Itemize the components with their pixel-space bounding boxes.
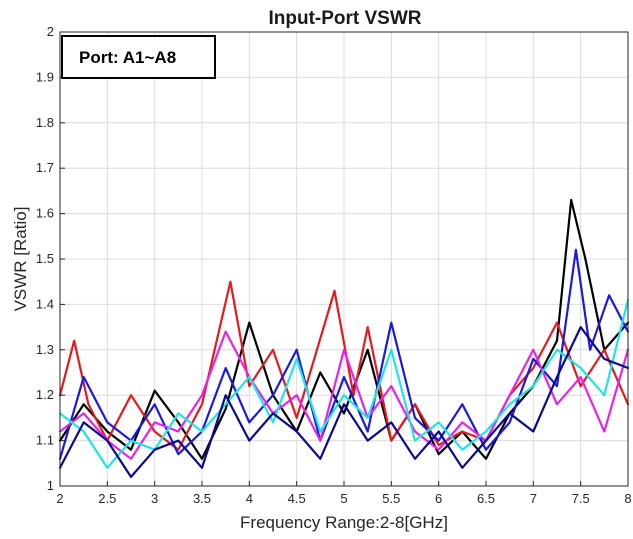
- series-layer: [58, 198, 630, 478]
- y-tick-label: 1.2: [36, 387, 54, 402]
- x-tick-label: 5: [340, 491, 347, 506]
- x-tick-label: 4.5: [288, 491, 306, 506]
- y-tick-label: 1.1: [36, 433, 54, 448]
- x-tick-label: 6: [435, 491, 442, 506]
- x-tick-label: 2.5: [98, 491, 116, 506]
- y-tick-label: 1.5: [36, 251, 54, 266]
- x-tick-label: 5.5: [382, 491, 400, 506]
- x-axis: 2 2.5 3 3.5 4 4.5 5 5.5 6 6.5 7 7.5 8: [56, 481, 632, 506]
- x-tick-label: 6.5: [477, 491, 495, 506]
- y-tick-label: 1.9: [36, 69, 54, 84]
- x-tick-label: 4: [246, 491, 253, 506]
- legend-box: Port: A1~A8: [61, 35, 216, 79]
- series-line-6: [58, 326, 630, 478]
- x-tick-label: 7.5: [572, 491, 590, 506]
- y-tick-label: 1.6: [36, 206, 54, 221]
- x-tick-label: 2: [56, 491, 63, 506]
- y-tick-label: 1.4: [36, 296, 54, 311]
- x-tick-label: 3.5: [193, 491, 211, 506]
- y-tick-label: 1: [47, 478, 54, 493]
- legend-label: Port: A1~A8: [79, 48, 176, 67]
- chart-title: Input-Port VSWR: [268, 8, 421, 29]
- y-tick-label: 1.3: [36, 342, 54, 357]
- x-tick-label: 3: [151, 491, 158, 506]
- y-tick-label: 2: [47, 24, 54, 39]
- y-tick-label: 1.7: [36, 160, 54, 175]
- series-line-4: [58, 330, 630, 460]
- y-axis-label: VSWR [Ratio]: [11, 207, 30, 312]
- x-tick-label: 8: [624, 491, 631, 506]
- series-line-3: [58, 248, 630, 460]
- x-axis-label: Frequency Range:2-8[GHz]: [240, 513, 448, 532]
- x-tick-label: 7: [530, 491, 537, 506]
- y-axis: 1 1.1 1.2 1.3 1.4 1.5 1.6 1.7 1.8 1.9 2: [36, 24, 65, 493]
- y-tick-label: 1.8: [36, 115, 54, 130]
